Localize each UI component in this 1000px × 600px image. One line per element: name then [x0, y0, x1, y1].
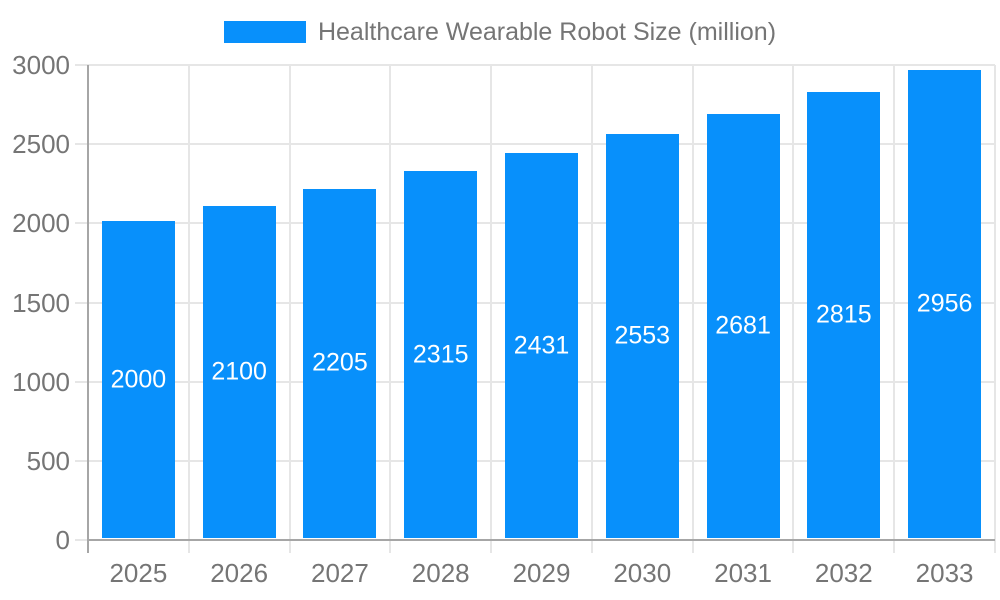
bar-2027[interactable]: 2205 [303, 188, 377, 538]
x-tick [389, 540, 392, 553]
bar-value-label: 2205 [312, 348, 368, 377]
x-tick-label: 2032 [814, 558, 873, 588]
legend-swatch [223, 21, 306, 43]
bar-value-label: 2815 [816, 300, 872, 329]
y-tick [75, 539, 88, 541]
x-gridline [792, 65, 795, 540]
x-tick [893, 540, 896, 553]
y-tick [75, 301, 88, 304]
x-gridline [893, 65, 896, 540]
bar-value-label: 2956 [916, 289, 973, 318]
bar-2030[interactable]: 2553 [605, 133, 679, 538]
x-tick [792, 540, 795, 553]
bar-2032[interactable]: 2815 [807, 92, 881, 538]
x-axis-line [88, 539, 995, 541]
x-tick-label: 2033 [915, 558, 974, 588]
x-tick [994, 540, 996, 553]
x-gridline [691, 65, 694, 540]
x-tick [691, 540, 694, 553]
y-axis-line [87, 65, 89, 553]
bar-value-label: 2553 [614, 321, 671, 350]
legend-label: Healthcare Wearable Robot Size (million) [317, 17, 777, 46]
y-tick [75, 459, 88, 462]
bar-value-label: 2431 [513, 331, 570, 360]
bar-value-label: 2681 [715, 311, 771, 340]
y-gridline [88, 143, 995, 146]
bar-value-label: 2100 [211, 357, 267, 386]
y-tick-label: 500 [26, 445, 70, 476]
x-tick-label: 2025 [109, 558, 168, 588]
y-tick [75, 222, 88, 225]
x-tick-label: 2026 [210, 558, 269, 588]
bar-value-label: 2315 [412, 340, 469, 369]
x-gridline [590, 65, 593, 540]
plot-area: 2000 2100 2205 2315 2431 2553 2681 2815 2956 [75, 64, 996, 553]
y-tick-label: 3000 [12, 50, 70, 80]
bar-value-label: 2000 [110, 365, 167, 394]
bar-2025[interactable]: 2000 [101, 221, 175, 538]
x-tick [490, 540, 493, 553]
x-tick-label: 2031 [714, 558, 772, 588]
bar-2029[interactable]: 2431 [505, 153, 578, 538]
y-tick [75, 380, 88, 383]
y-tick [75, 143, 88, 146]
chart-legend[interactable]: Healthcare Wearable Robot Size (million) [0, 17, 1000, 47]
x-gridline [187, 65, 190, 540]
bar-2031[interactable]: 2681 [706, 113, 780, 538]
x-tick [187, 540, 190, 553]
x-gridline [389, 65, 392, 540]
x-tick-label: 2030 [613, 558, 672, 588]
x-gridline [490, 65, 493, 540]
y-tick-label: 2500 [12, 129, 70, 160]
x-tick [288, 540, 291, 553]
y-tick-label: 1000 [12, 366, 70, 397]
x-gridline [288, 65, 291, 540]
y-tick [75, 64, 88, 66]
y-tick-label: 2000 [12, 208, 70, 239]
x-tick-label: 2028 [411, 558, 470, 588]
x-gridline [994, 65, 996, 540]
x-tick-label: 2027 [311, 558, 369, 588]
bar-2026[interactable]: 2100 [202, 205, 276, 538]
x-tick [590, 540, 593, 553]
y-tick-label: 0 [55, 525, 70, 555]
bar-2028[interactable]: 2315 [404, 171, 478, 538]
bar-2033[interactable]: 2956 [908, 69, 982, 538]
y-tick-label: 1500 [12, 287, 70, 318]
y-gridline [88, 64, 995, 66]
x-tick-label: 2029 [512, 558, 571, 588]
